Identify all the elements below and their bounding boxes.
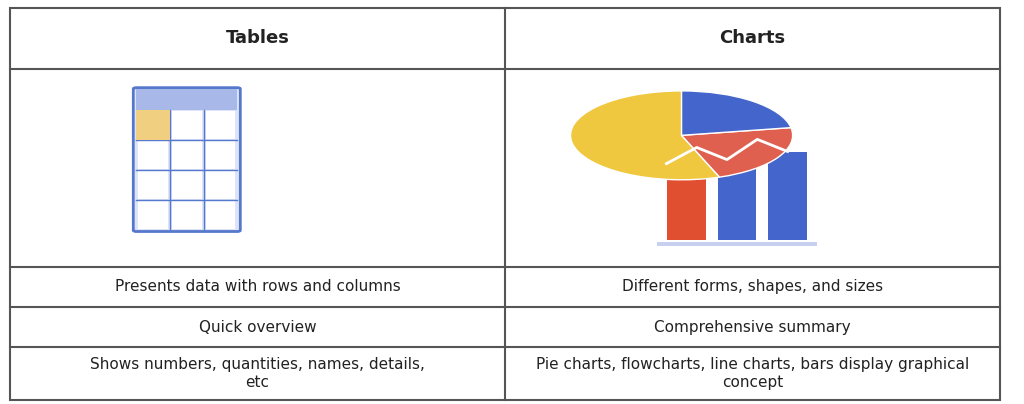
FancyBboxPatch shape (172, 141, 202, 169)
FancyBboxPatch shape (138, 201, 168, 229)
FancyBboxPatch shape (206, 171, 236, 200)
FancyBboxPatch shape (138, 171, 168, 200)
FancyBboxPatch shape (657, 242, 817, 246)
FancyBboxPatch shape (206, 201, 236, 229)
Text: Tables: Tables (225, 29, 290, 47)
FancyBboxPatch shape (133, 88, 241, 231)
FancyBboxPatch shape (172, 171, 202, 200)
FancyBboxPatch shape (172, 201, 202, 229)
FancyBboxPatch shape (206, 141, 236, 169)
FancyBboxPatch shape (136, 110, 170, 140)
Text: Presents data with rows and columns: Presents data with rows and columns (115, 279, 400, 295)
FancyBboxPatch shape (138, 141, 168, 169)
Wedge shape (682, 128, 793, 177)
Text: Comprehensive summary: Comprehensive summary (654, 320, 851, 335)
Text: Different forms, shapes, and sizes: Different forms, shapes, and sizes (622, 279, 883, 295)
FancyBboxPatch shape (172, 111, 202, 139)
FancyBboxPatch shape (718, 119, 757, 240)
Text: Shows numbers, quantities, names, details,
etc: Shows numbers, quantities, names, detail… (90, 358, 425, 390)
Wedge shape (570, 91, 720, 180)
FancyBboxPatch shape (136, 89, 238, 110)
Text: Pie charts, flowcharts, line charts, bars display graphical
concept: Pie charts, flowcharts, line charts, bar… (536, 358, 969, 390)
Text: Quick overview: Quick overview (199, 320, 316, 335)
Wedge shape (682, 91, 791, 135)
FancyBboxPatch shape (206, 111, 236, 139)
FancyBboxPatch shape (668, 160, 706, 240)
FancyBboxPatch shape (768, 152, 807, 240)
Text: Charts: Charts (719, 29, 785, 47)
